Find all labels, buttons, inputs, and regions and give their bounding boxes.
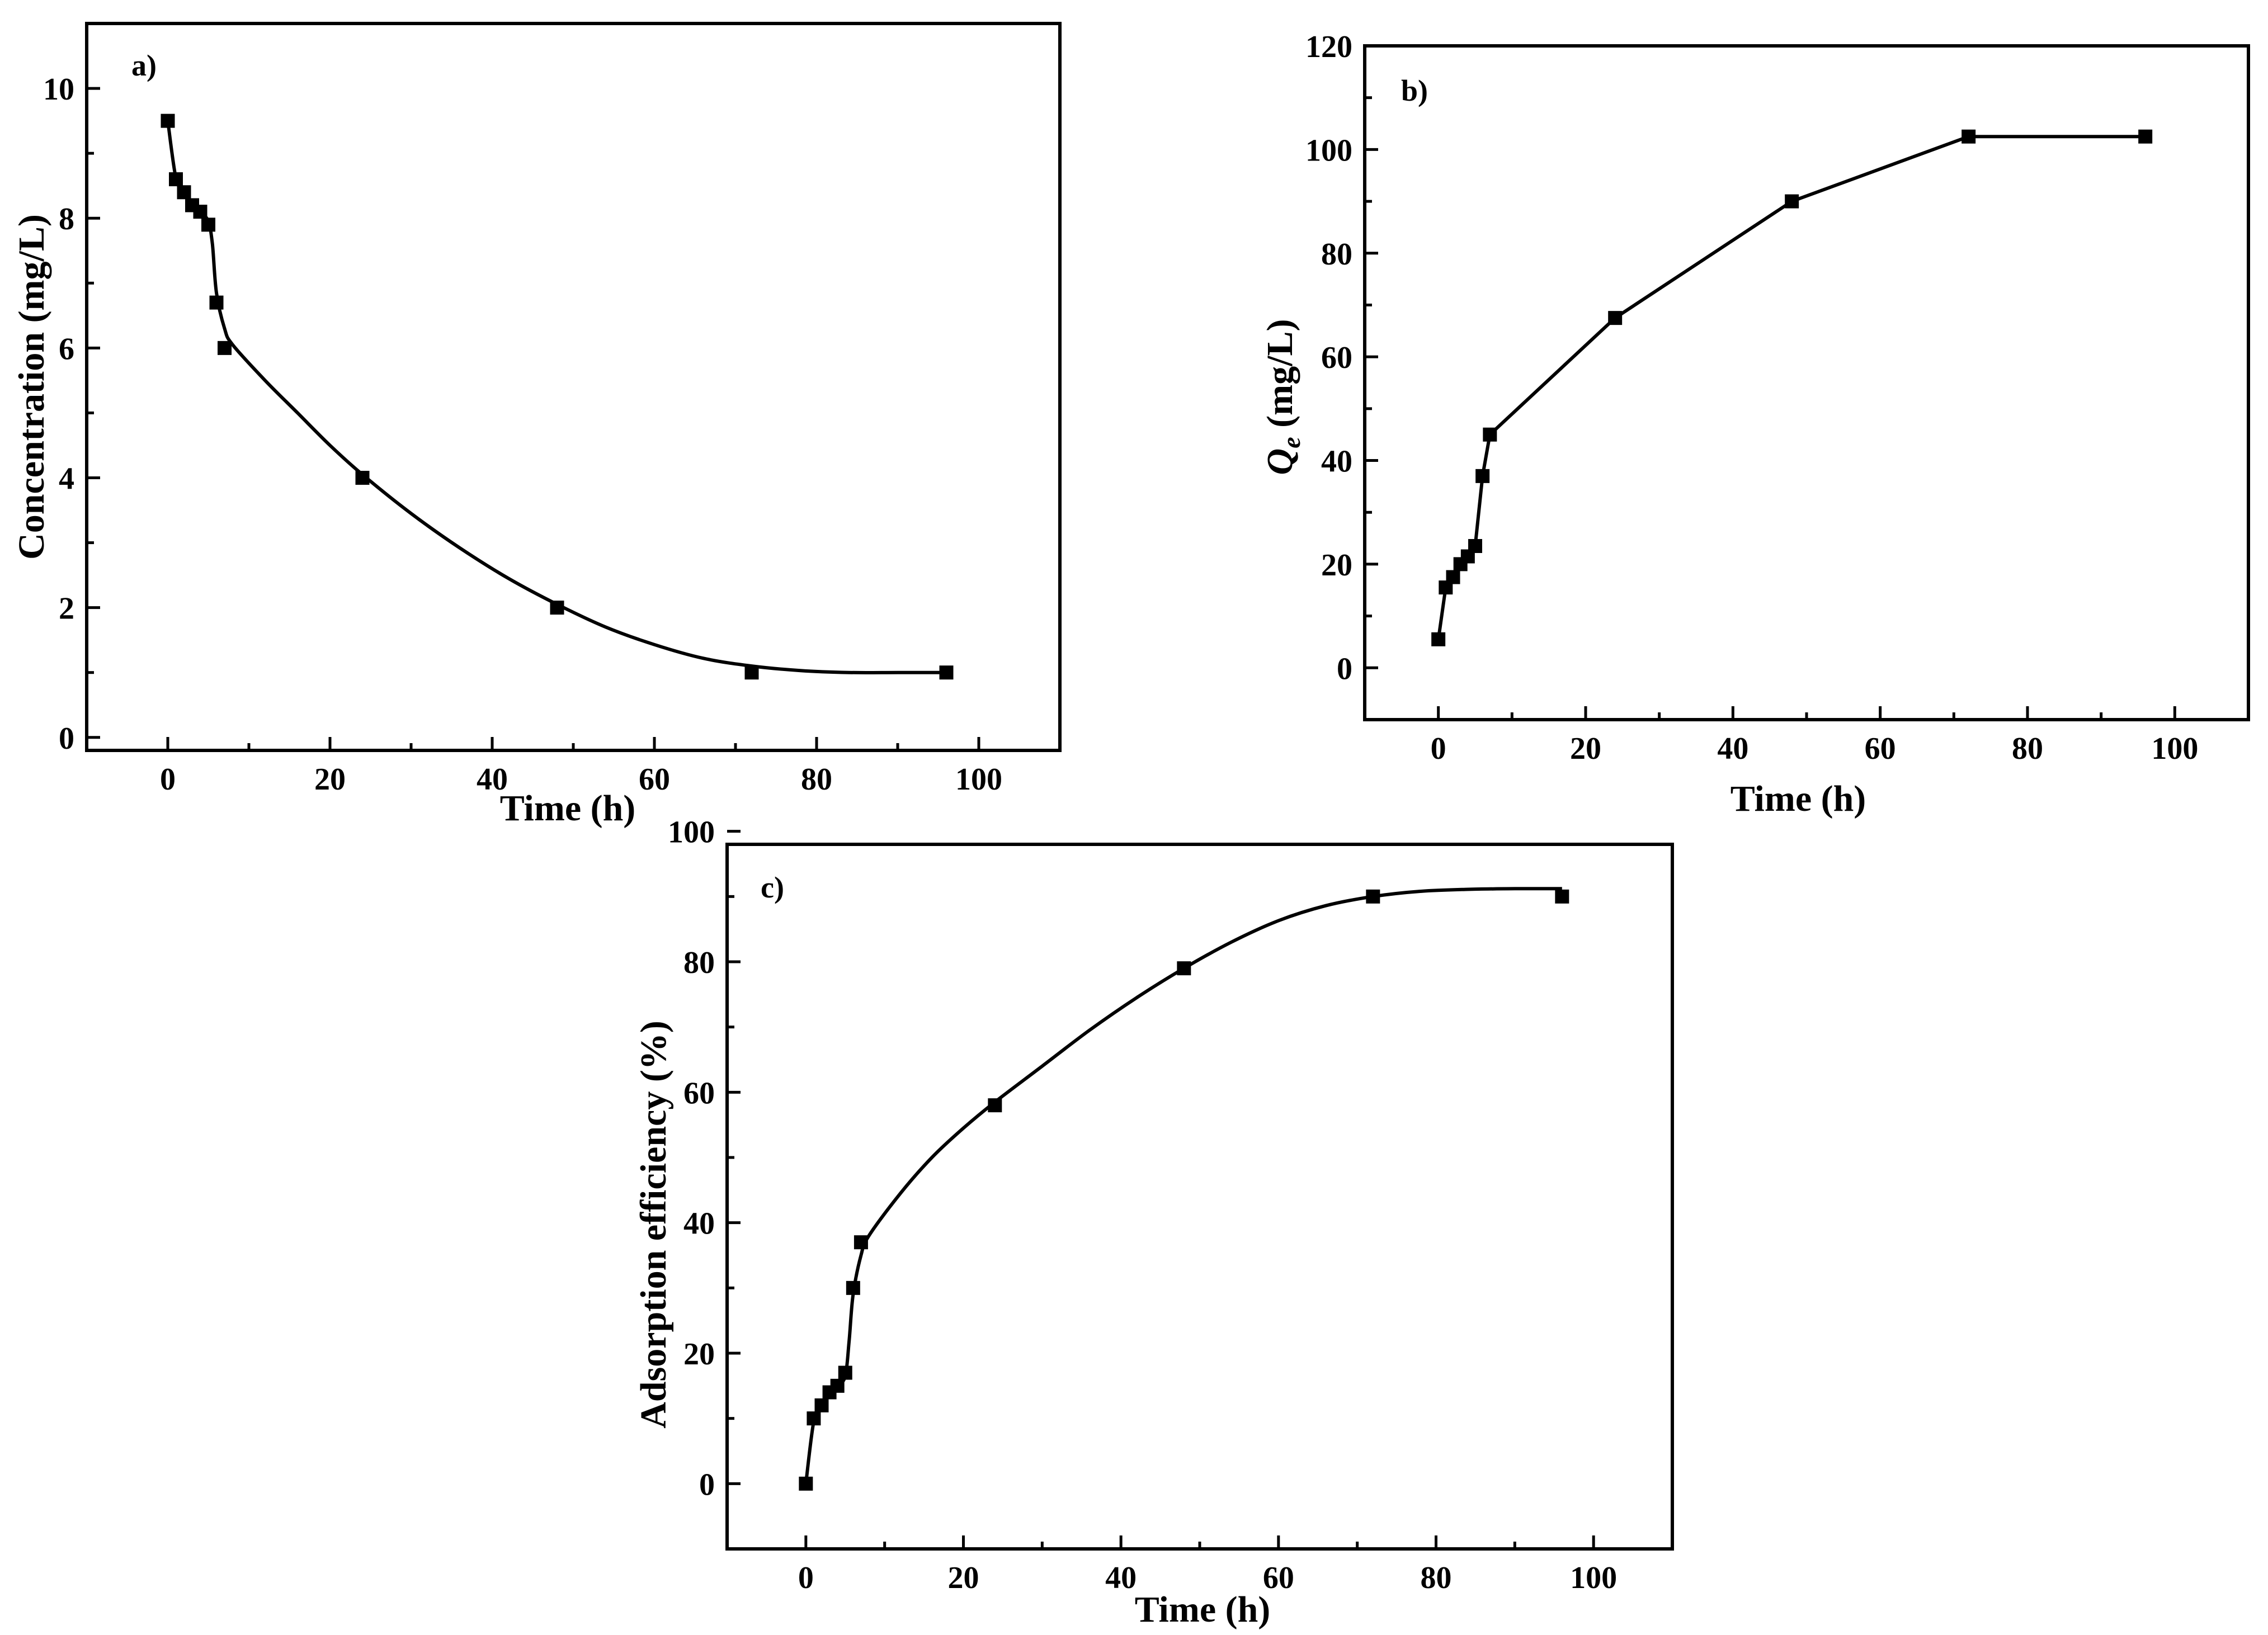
- data-point-c: [1366, 889, 1380, 904]
- data-point-b: [1431, 632, 1446, 646]
- y-tick-label-a: 6: [59, 332, 74, 366]
- panel-label-a: a): [131, 49, 157, 82]
- series-line-c: [804, 887, 1562, 1484]
- y-tick-label-a: 8: [59, 202, 74, 237]
- data-point-b: [1446, 570, 1460, 584]
- y-tick-label-c: 0: [699, 1467, 715, 1502]
- data-point-b: [1608, 311, 1623, 325]
- y-axis-title-a: Concentration (mg/L): [11, 214, 52, 560]
- x-tick-label-c: 100: [1570, 1561, 1617, 1595]
- y-tick-label-c: 40: [683, 1207, 715, 1241]
- data-point-a: [939, 665, 954, 680]
- data-point-a: [193, 205, 208, 219]
- axes-b: 0 20 40 60 80 100 0 20 40 60 80 100 120: [1305, 30, 2198, 766]
- data-point-c: [814, 1398, 829, 1412]
- data-point-c: [846, 1280, 860, 1295]
- y-tick-label-b: 80: [1321, 237, 1352, 272]
- x-tick-label-a: 80: [801, 762, 832, 797]
- data-point-b: [1961, 129, 1976, 144]
- y-axis-title-b-sub: e: [1277, 437, 1305, 448]
- y-axis-title-b-q: Q: [1260, 448, 1300, 475]
- x-tick-label-b: 0: [1431, 731, 1446, 766]
- y-axis-title-b-rest: (mg/L): [1260, 319, 1300, 437]
- x-tick-label-c: 0: [798, 1561, 814, 1595]
- data-point-a: [177, 185, 191, 200]
- y-tick-label-b: 40: [1321, 445, 1352, 479]
- data-point-b: [1468, 538, 1482, 553]
- y-tick-label-c: 20: [683, 1337, 715, 1372]
- x-tick-label-a: 20: [314, 762, 346, 797]
- panel-label-c: c): [761, 871, 784, 904]
- data-point-c: [799, 1476, 813, 1491]
- x-tick-label-a: 100: [955, 762, 1002, 797]
- x-tick-label-b: 20: [1570, 731, 1601, 766]
- y-tick-label-c: 80: [683, 946, 715, 980]
- x-axis-title-a: Time (h): [500, 788, 636, 829]
- y-tick-label-c: 100: [668, 815, 715, 850]
- series-a: [161, 114, 954, 680]
- y-tick-label-b: 120: [1305, 30, 1352, 64]
- x-tick-label-c: 60: [1263, 1561, 1294, 1595]
- data-point-a: [218, 341, 232, 355]
- data-point-c: [838, 1365, 852, 1380]
- data-point-a: [209, 295, 224, 310]
- data-point-a: [161, 114, 175, 128]
- data-point-c: [1555, 889, 1569, 904]
- data-point-b: [1785, 194, 1799, 209]
- y-tick-label-a: 2: [59, 592, 74, 626]
- y-tick-label-b: 60: [1321, 341, 1352, 375]
- y-tick-label-b: 20: [1321, 548, 1352, 583]
- data-point-c: [854, 1235, 868, 1250]
- series-line-a: [166, 120, 946, 674]
- x-tick-label-b: 40: [1717, 731, 1748, 766]
- data-point-b: [1483, 427, 1497, 442]
- plot-frame-b: [1363, 44, 2250, 721]
- data-point-a: [550, 601, 564, 615]
- panel-b: b) Time (h) Qe (mg/L) 0 20 40 60 80 100 0 20 40 6…: [1260, 30, 2250, 819]
- data-point-b: [1475, 469, 1490, 483]
- data-point-c: [1177, 961, 1191, 976]
- x-tick-label-a: 40: [477, 762, 508, 797]
- x-tick-label-c: 40: [1105, 1561, 1137, 1595]
- plot-frame-a: [85, 22, 1062, 752]
- data-point-a: [744, 665, 759, 680]
- x-axis-title-c: Time (h): [1135, 1589, 1271, 1630]
- y-axis-title-c: Adsorption efficiency (%): [633, 1020, 674, 1429]
- x-tick-label-b: 80: [2012, 731, 2043, 766]
- panel-a: a) Time (h) Concentration (mg/L) 0 20 40 60…: [11, 22, 1062, 829]
- plot-frame-c: [725, 843, 1674, 1551]
- data-point-c: [830, 1378, 845, 1393]
- y-axis-title-b: Qe (mg/L): [1260, 319, 1305, 475]
- data-point-c: [988, 1098, 1002, 1113]
- x-tick-label-a: 0: [160, 762, 176, 797]
- y-tick-label-c: 60: [683, 1076, 715, 1111]
- x-tick-label-b: 100: [2151, 731, 2198, 766]
- panel-label-b: b): [1401, 74, 1428, 107]
- axes-a: 0 20 40 60 80 100 0 2 4 6 8 10: [43, 72, 1002, 797]
- y-tick-label-a: 4: [59, 462, 74, 497]
- x-tick-label-c: 80: [1421, 1561, 1452, 1595]
- x-tick-label-b: 60: [1865, 731, 1896, 766]
- panel-c: c) Time (h) Adsorption efficiency (%) 0 2…: [633, 815, 1674, 1630]
- data-point-c: [807, 1411, 821, 1426]
- series-b: [1431, 129, 2153, 646]
- data-point-a: [201, 218, 215, 232]
- y-tick-label-b: 100: [1305, 133, 1352, 168]
- data-point-a: [169, 172, 183, 187]
- x-tick-label-a: 60: [639, 762, 670, 797]
- series-c: [799, 887, 1569, 1491]
- axes-c: 0 20 40 60 80 100 0 20 40 60 80 100: [668, 815, 1617, 1595]
- x-tick-label-c: 20: [948, 1561, 979, 1595]
- data-point-b: [2138, 129, 2153, 144]
- y-tick-label-a: 10: [43, 72, 74, 107]
- x-axis-title-b: Time (h): [1731, 778, 1866, 819]
- data-point-a: [355, 471, 370, 485]
- y-tick-label-b: 0: [1337, 651, 1352, 686]
- y-tick-label-a: 0: [59, 721, 74, 756]
- series-line-b: [1436, 135, 2146, 640]
